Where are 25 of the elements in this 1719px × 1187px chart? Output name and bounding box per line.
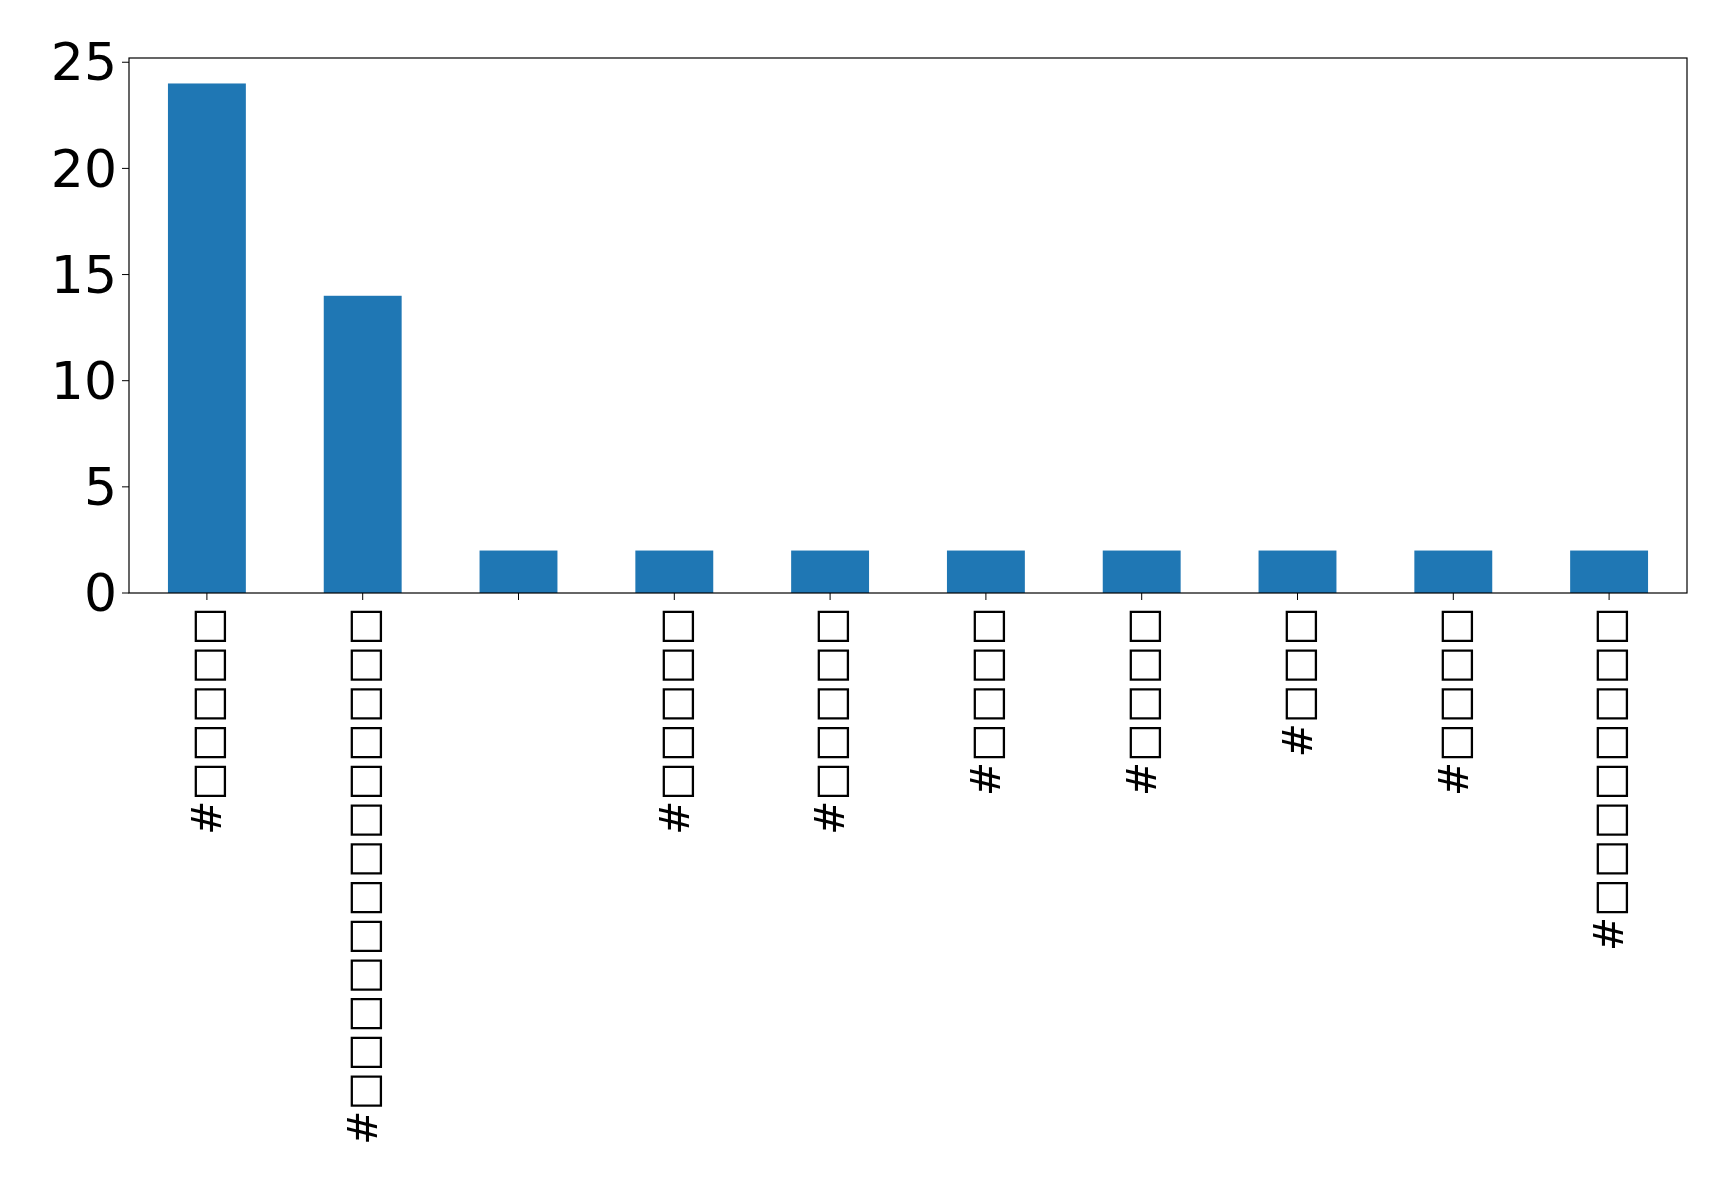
x-tick-label: #□□□□□ (650, 607, 699, 836)
x-tick-label: #□□□□ (962, 607, 1011, 797)
x-tick-label: #□□□□□ (806, 607, 855, 836)
bar (323, 295, 402, 593)
y-tick-label: 5 (83, 457, 117, 518)
x-tick-label: #□□□□□□□□□□□□□ (339, 607, 388, 1145)
x-tick-label: #□□□□ (1429, 607, 1478, 797)
bar (946, 550, 1025, 593)
y-tick-label: 15 (50, 244, 117, 305)
x-tick-label: #□□□□□ (183, 607, 232, 836)
bar (1414, 550, 1493, 593)
x-tick-label: #□□□□□□□□ (1585, 607, 1634, 952)
y-tick-label: 0 (83, 563, 117, 624)
y-tick-label: 10 (50, 350, 117, 411)
y-tick-label: 25 (50, 32, 117, 93)
bar (167, 83, 246, 593)
bar (1258, 550, 1337, 593)
x-tick-label: #□□□ (1273, 607, 1322, 758)
bar (635, 550, 714, 593)
bar (1570, 550, 1649, 593)
bar (1102, 550, 1181, 593)
x-tick-label: #□□□□ (1118, 607, 1167, 797)
y-tick-label: 20 (50, 138, 117, 199)
bar (479, 550, 558, 593)
bar (791, 550, 870, 593)
